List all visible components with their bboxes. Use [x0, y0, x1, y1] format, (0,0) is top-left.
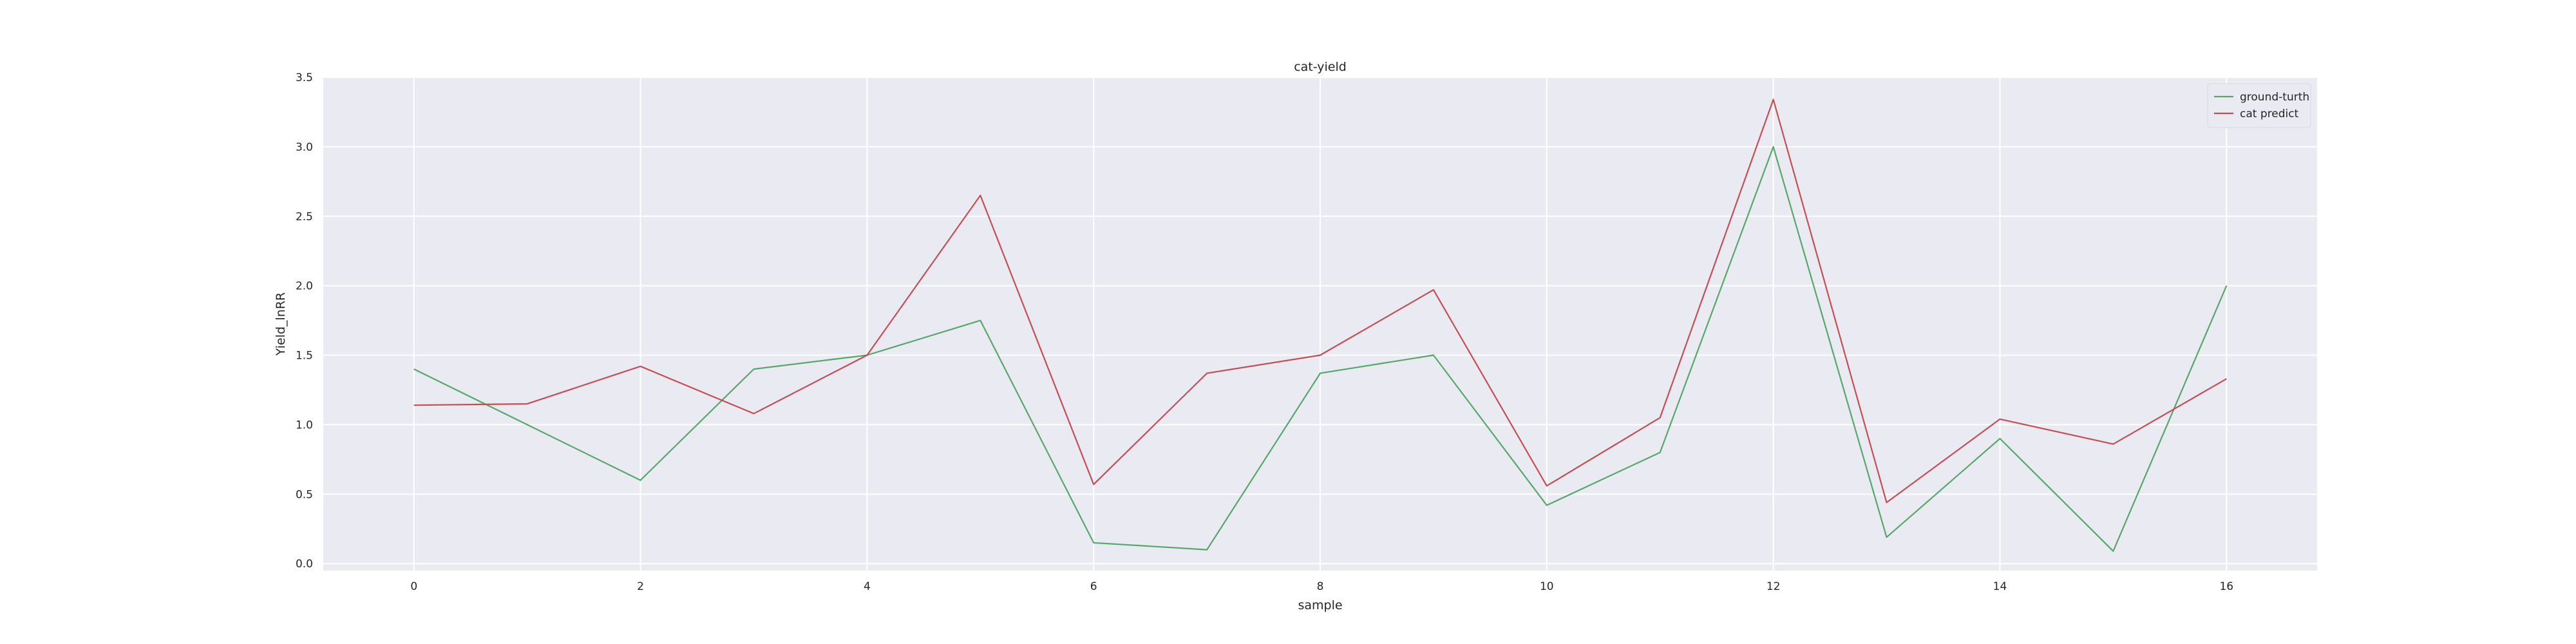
x-axis-ticks: 0 2 4 6 8 10 12 14 16	[410, 580, 2233, 593]
legend-box	[2207, 83, 2311, 128]
y-tick-label: 1.5	[296, 350, 313, 363]
grid-lines	[323, 77, 2317, 571]
x-axis-label: sample	[1298, 598, 1342, 612]
legend-label: ground-turth	[2240, 91, 2309, 104]
x-tick-label: 6	[1090, 580, 1097, 593]
x-tick-label: 16	[2219, 580, 2233, 593]
x-tick-label: 4	[864, 580, 871, 593]
y-axis-label: Yield_lnRR	[274, 292, 288, 356]
x-tick-label: 14	[1993, 580, 2007, 593]
y-tick-label: 1.0	[296, 419, 313, 431]
x-tick-label: 12	[1766, 580, 1781, 593]
series-line-0	[413, 146, 2228, 552]
y-tick-label: 2.0	[296, 280, 313, 293]
legend-label: cat predict	[2240, 108, 2299, 120]
x-tick-label: 0	[410, 580, 417, 593]
legend: ground-turth cat predict	[2207, 83, 2311, 128]
y-tick-label: 2.5	[296, 211, 313, 223]
series-layer	[413, 99, 2228, 552]
series-line-1	[413, 99, 2227, 504]
y-tick-label: 3.0	[296, 141, 313, 154]
x-tick-label: 8	[1317, 580, 1324, 593]
y-tick-label: 3.5	[296, 71, 313, 84]
x-tick-label: 2	[637, 580, 644, 593]
chart-title: cat-yield	[1294, 60, 1347, 74]
y-tick-label: 0.5	[296, 488, 313, 501]
y-axis-ticks: 0.0 0.5 1.0 1.5 2.0 2.5 3.0 3.5	[296, 71, 313, 571]
y-tick-label: 0.0	[296, 558, 313, 571]
x-tick-label: 10	[1540, 580, 1554, 593]
